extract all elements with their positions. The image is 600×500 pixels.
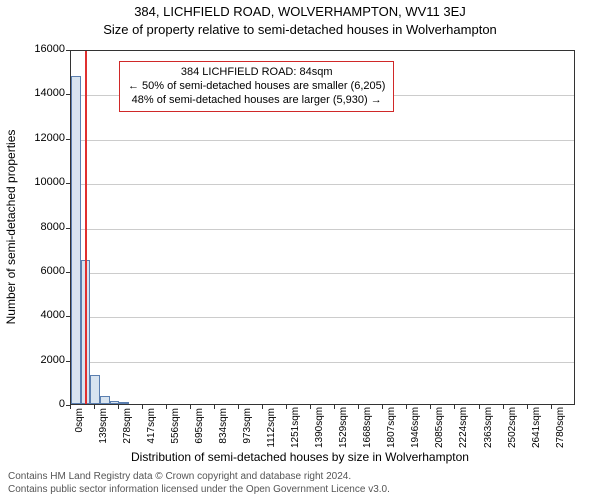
- page-title: 384, LICHFIELD ROAD, WOLVERHAMPTON, WV11…: [0, 4, 600, 19]
- x-tick-label: 834sqm: [218, 408, 229, 448]
- grid-line: [71, 317, 574, 318]
- x-tick-mark: [70, 405, 71, 409]
- x-tick-mark: [551, 405, 552, 409]
- x-tick-label: 0sqm: [74, 408, 85, 448]
- x-tick-mark: [94, 405, 95, 409]
- histogram-bar: [71, 76, 81, 404]
- x-tick-mark: [358, 405, 359, 409]
- x-tick-mark: [479, 405, 480, 409]
- x-tick-mark: [310, 405, 311, 409]
- x-tick-mark: [430, 405, 431, 409]
- x-tick-label: 139sqm: [98, 408, 109, 448]
- x-tick-mark: [166, 405, 167, 409]
- callout-line-3: 48% of semi-detached houses are larger (…: [128, 94, 385, 108]
- y-tick-label: 2000: [5, 354, 65, 366]
- y-tick-label: 10000: [5, 176, 65, 188]
- chart-plot-area: 384 LICHFIELD ROAD: 84sqm ← 50% of semi-…: [70, 50, 575, 405]
- histogram-bar: [90, 375, 100, 404]
- y-tick-label: 6000: [5, 265, 65, 277]
- x-tick-mark: [262, 405, 263, 409]
- grid-line: [71, 273, 574, 274]
- x-tick-label: 973sqm: [242, 408, 253, 448]
- grid-line: [71, 184, 574, 185]
- grid-line: [71, 140, 574, 141]
- x-tick-label: 2363sqm: [483, 408, 494, 448]
- x-tick-label: 2780sqm: [555, 408, 566, 448]
- y-tick-label: 14000: [5, 87, 65, 99]
- y-tick-mark: [66, 183, 70, 184]
- x-axis-label: Distribution of semi-detached houses by …: [0, 450, 600, 464]
- property-callout-box: 384 LICHFIELD ROAD: 84sqm ← 50% of semi-…: [119, 61, 394, 112]
- x-tick-mark: [334, 405, 335, 409]
- x-tick-mark: [527, 405, 528, 409]
- x-tick-mark: [142, 405, 143, 409]
- y-tick-mark: [66, 361, 70, 362]
- x-tick-label: 2502sqm: [507, 408, 518, 448]
- y-axis-label: Number of semi-detached properties: [4, 32, 18, 227]
- footer-attribution: Contains HM Land Registry data © Crown c…: [0, 471, 600, 496]
- x-tick-label: 1112sqm: [266, 408, 277, 448]
- y-tick-mark: [66, 316, 70, 317]
- y-tick-mark: [66, 94, 70, 95]
- x-tick-label: 695sqm: [194, 408, 205, 448]
- x-tick-label: 1529sqm: [338, 408, 349, 448]
- page-subtitle: Size of property relative to semi-detach…: [0, 22, 600, 37]
- x-tick-mark: [238, 405, 239, 409]
- x-tick-label: 417sqm: [146, 408, 157, 448]
- y-tick-label: 12000: [5, 132, 65, 144]
- x-tick-label: 1946sqm: [410, 408, 421, 448]
- histogram-bar: [100, 396, 110, 404]
- property-marker-line: [85, 51, 87, 404]
- callout-line-1: 384 LICHFIELD ROAD: 84sqm: [128, 66, 385, 80]
- x-tick-mark: [503, 405, 504, 409]
- x-tick-mark: [382, 405, 383, 409]
- x-tick-mark: [454, 405, 455, 409]
- x-tick-mark: [214, 405, 215, 409]
- y-tick-label: 0: [5, 398, 65, 410]
- x-tick-label: 2085sqm: [434, 408, 445, 448]
- x-tick-label: 556sqm: [170, 408, 181, 448]
- y-tick-label: 4000: [5, 309, 65, 321]
- x-tick-mark: [406, 405, 407, 409]
- grid-line: [71, 362, 574, 363]
- x-tick-label: 1668sqm: [362, 408, 373, 448]
- footer-line-1: Contains HM Land Registry data © Crown c…: [8, 471, 592, 484]
- callout-line-2: ← 50% of semi-detached houses are smalle…: [128, 80, 385, 94]
- y-tick-label: 16000: [5, 43, 65, 55]
- y-tick-mark: [66, 50, 70, 51]
- x-tick-label: 2641sqm: [531, 408, 542, 448]
- x-tick-label: 2224sqm: [458, 408, 469, 448]
- histogram-bar: [110, 401, 120, 404]
- x-tick-label: 1807sqm: [386, 408, 397, 448]
- y-tick-mark: [66, 272, 70, 273]
- footer-line-2: Contains public sector information licen…: [8, 484, 592, 497]
- x-tick-label: 1390sqm: [314, 408, 325, 448]
- y-tick-mark: [66, 228, 70, 229]
- y-tick-mark: [66, 139, 70, 140]
- x-tick-mark: [118, 405, 119, 409]
- x-tick-mark: [190, 405, 191, 409]
- x-tick-label: 278sqm: [122, 408, 133, 448]
- y-tick-label: 8000: [5, 221, 65, 233]
- x-tick-mark: [286, 405, 287, 409]
- histogram-bar: [119, 402, 129, 404]
- grid-line: [71, 229, 574, 230]
- x-tick-label: 1251sqm: [290, 408, 301, 448]
